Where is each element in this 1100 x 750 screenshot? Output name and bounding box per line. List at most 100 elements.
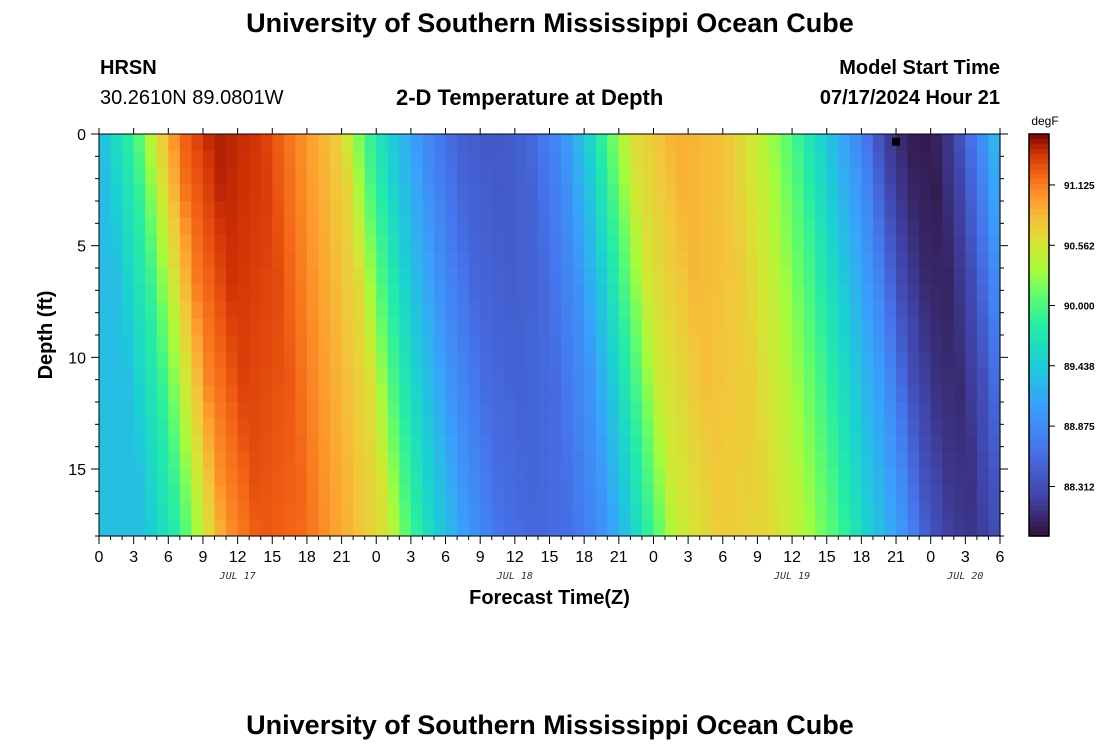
heatmap-cell: [907, 502, 920, 520]
heatmap-cell: [191, 368, 204, 386]
heatmap-cell: [561, 201, 574, 219]
heatmap-cell: [202, 284, 216, 303]
heatmap-cell: [295, 485, 308, 504]
heatmap-cell: [815, 351, 828, 370]
heatmap-cell: [976, 301, 990, 319]
heatmap-cell: [745, 351, 759, 370]
heatmap-cell: [214, 435, 227, 453]
heatmap-cell: [861, 201, 874, 219]
x-tick-label: 21: [610, 549, 628, 566]
heatmap-cell: [399, 368, 412, 386]
heatmap-cell: [491, 368, 504, 386]
heatmap-cell: [99, 301, 112, 319]
heatmap-cell: [722, 469, 735, 487]
heatmap-cell: [330, 452, 343, 470]
heatmap-cell: [572, 301, 585, 319]
heatmap-cell: [503, 502, 516, 520]
heatmap-cell: [803, 502, 816, 520]
heatmap-cell: [376, 435, 389, 453]
heatmap-cell: [734, 201, 747, 219]
heatmap-cell: [872, 452, 886, 470]
heatmap-cell: [156, 519, 169, 537]
heatmap-cell: [734, 351, 747, 370]
heatmap-cell: [826, 167, 839, 185]
heatmap-cell: [468, 268, 481, 286]
heatmap-cell: [849, 385, 862, 403]
heatmap-cell: [607, 268, 620, 286]
heatmap-cell: [584, 402, 597, 420]
heatmap-cell: [156, 234, 169, 252]
heatmap-cell: [283, 251, 296, 269]
heatmap-cell: [526, 201, 539, 219]
heatmap-cell: [745, 502, 759, 520]
heatmap-cell: [491, 301, 504, 319]
heatmap-cell: [930, 284, 943, 303]
heatmap-cell: [272, 150, 285, 169]
heatmap-cell: [179, 385, 193, 403]
heatmap-cell: [191, 435, 204, 453]
heatmap-cell: [595, 385, 608, 403]
heatmap-cell: [364, 335, 377, 353]
heatmap-cell: [353, 485, 366, 504]
heatmap-cell: [179, 234, 193, 252]
heatmap-cell: [99, 485, 112, 504]
heatmap-cell: [561, 385, 574, 403]
heatmap-cell: [514, 201, 527, 219]
heatmap-cell: [179, 251, 193, 269]
heatmap-cell: [688, 519, 701, 537]
colorbar-segment: [1029, 370, 1049, 376]
heatmap-cell: [445, 368, 458, 386]
heatmap-cell: [849, 150, 862, 169]
heatmap-cell: [99, 318, 112, 336]
heatmap-cell: [168, 385, 181, 403]
heatmap-cell: [549, 301, 562, 319]
heatmap-cell: [110, 335, 123, 353]
heatmap-cell: [353, 134, 366, 152]
heatmap-cell: [665, 351, 678, 370]
heatmap-cell: [815, 251, 828, 269]
heatmap-cell: [988, 351, 1001, 370]
heatmap-cell: [226, 402, 239, 420]
heatmap-cell: [988, 167, 1001, 185]
heatmap-cell: [341, 201, 354, 219]
heatmap-cell: [734, 469, 747, 487]
heatmap-cell: [734, 452, 747, 470]
heatmap-cell: [353, 301, 366, 319]
heatmap-cell: [353, 502, 366, 520]
heatmap-cell: [283, 234, 296, 252]
heatmap-cell: [156, 134, 169, 152]
heatmap-cell: [353, 452, 366, 470]
heatmap-cell: [133, 268, 146, 286]
heatmap-cell: [353, 201, 366, 219]
colorbar-segment: [1029, 485, 1049, 492]
heatmap-cell: [399, 469, 412, 487]
heatmap-cell: [584, 502, 597, 520]
heatmap-cell: [422, 167, 435, 185]
heatmap-cell: [942, 502, 955, 520]
heatmap-cell: [618, 284, 631, 303]
heatmap-cell: [953, 318, 966, 336]
heatmap-cell: [272, 301, 285, 319]
heatmap-cell: [526, 435, 539, 453]
heatmap-cell: [942, 335, 955, 353]
heatmap-cell: [306, 301, 320, 319]
heatmap-cell: [641, 485, 655, 504]
heatmap-cell: [653, 318, 666, 336]
heatmap-cell: [768, 335, 782, 353]
heatmap-cell: [249, 184, 262, 202]
heatmap-cell: [884, 351, 897, 370]
heatmap-cell: [792, 351, 805, 370]
heatmap-cell: [584, 268, 597, 286]
heatmap-cell: [711, 485, 724, 504]
heatmap-cell: [780, 485, 793, 504]
heatmap-cell: [306, 519, 320, 537]
colorbar-segment: [1029, 274, 1049, 281]
heatmap-cell: [826, 201, 839, 219]
heatmap-cell: [630, 385, 643, 403]
heatmap-cell: [364, 418, 377, 437]
heatmap-cell: [433, 134, 447, 152]
colorbar-segment: [1029, 395, 1049, 401]
colorbar-segment: [1029, 219, 1049, 226]
heatmap-cell: [630, 435, 643, 453]
heatmap-cell: [953, 485, 966, 504]
